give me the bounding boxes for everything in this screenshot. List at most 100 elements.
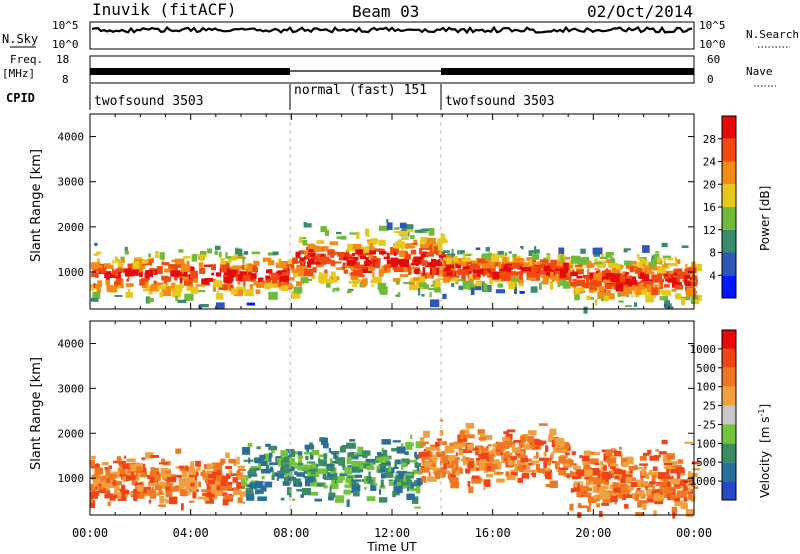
- power-echo-cell: [576, 268, 584, 275]
- velocity-echo-cell: [309, 442, 313, 447]
- velocity-echo-cell: [667, 493, 677, 501]
- velocity-echo-cell: [190, 486, 197, 492]
- velocity-echo-cell: [318, 454, 327, 458]
- velocity-echo-cell: [414, 462, 421, 467]
- power-echo-cell: [633, 268, 637, 273]
- velocity-echo-cell: [195, 460, 201, 467]
- velocity-echo-cell: [208, 472, 212, 478]
- power-echo-cell: [379, 286, 388, 294]
- power-echo-cell: [598, 286, 605, 292]
- power-echo-cell: [153, 280, 157, 287]
- power-echo-cell: [179, 276, 189, 281]
- velocity-echo-cell: [123, 455, 127, 459]
- power-echo-cell: [589, 280, 598, 287]
- velocity-echo-cell: [345, 477, 352, 484]
- velocity-y-tick-label: 2000: [58, 427, 85, 440]
- velocity-echo-cell: [478, 450, 482, 458]
- velocity-echo-cell: [538, 423, 548, 426]
- power-echo-cell: [263, 257, 272, 262]
- velocity-echo-cell: [147, 481, 158, 487]
- velocity-echo-cell: [412, 469, 423, 475]
- velocity-echo-cell: [419, 467, 430, 473]
- velocity-echo-cell: [108, 465, 113, 469]
- velocity-echo-cell: [122, 476, 126, 481]
- velocity-echo-cell: [659, 483, 663, 492]
- velocity-echo-cell: [123, 479, 126, 482]
- power-echo-cell: [431, 245, 435, 252]
- power-echo-cell: [527, 277, 536, 281]
- power-echo-cell: [399, 251, 406, 257]
- power-echo-cell: [482, 273, 490, 276]
- power-echo-cell: [448, 258, 457, 263]
- velocity-echo-cell: [329, 458, 333, 465]
- velocity-echo-cell: [420, 451, 428, 458]
- power-echo-cell: [461, 269, 469, 276]
- power-echo-cell: [111, 273, 119, 278]
- velocity-echo-cell: [292, 477, 297, 481]
- power-echo-cell: [505, 263, 513, 266]
- velocity-echo-cell: [97, 486, 104, 490]
- velocity-echo-cell: [531, 460, 540, 463]
- power-echo-cell: [100, 267, 107, 274]
- velocity-echo-cell: [323, 485, 328, 489]
- power-echo-cell: [552, 275, 561, 281]
- velocity-echo-cell: [94, 467, 104, 475]
- velocity-echo-cell: [536, 451, 539, 458]
- power-echo-cell: [625, 265, 634, 270]
- velocity-echo-cell: [189, 472, 197, 475]
- velocity-echo-cell: [535, 439, 542, 445]
- power-echo-cell: [362, 278, 368, 286]
- velocity-echo-cell: [323, 453, 328, 460]
- power-echo-cell: [350, 275, 359, 280]
- power-echo-cell: [94, 242, 98, 246]
- velocity-echo-cell: [296, 489, 304, 492]
- velocity-echo-cell: [158, 490, 163, 495]
- power-echo-cell: [253, 260, 260, 266]
- power-echo-cell: [200, 304, 209, 308]
- velocity-echo-cell: [281, 459, 284, 468]
- velocity-cbar-unit-exp: -1: [757, 409, 766, 417]
- velocity-echo-cell: [232, 490, 242, 496]
- velocity-echo-cell: [663, 486, 670, 491]
- power-echo-cell: [114, 281, 118, 287]
- power-echo-cell: [505, 266, 511, 273]
- velocity-echo-cell: [478, 437, 487, 440]
- power-echo-cell: [400, 268, 409, 273]
- velocity-echo-cell: [576, 469, 584, 475]
- power-echo-cell: [685, 264, 688, 271]
- velocity-echo-cell: [581, 494, 586, 497]
- power-echo-cell: [681, 298, 686, 306]
- power-echo-cell: [594, 262, 603, 265]
- velocity-colorbar-label: Velocity[m s-1]: [757, 404, 772, 498]
- power-echo-cell: [594, 299, 598, 306]
- velocity-echo-cell: [318, 459, 327, 467]
- power-echo-cell: [320, 280, 326, 284]
- power-echo-cell: [480, 283, 486, 286]
- velocity-echo-cell: [598, 496, 601, 499]
- velocity-echo-cell: [380, 466, 386, 473]
- velocity-echo-cell: [642, 452, 649, 456]
- power-echo-cell: [379, 251, 387, 255]
- velocity-echo-cell: [432, 457, 437, 464]
- velocity-echo-cell: [503, 431, 510, 435]
- velocity-echo-cell: [307, 471, 311, 477]
- velocity-echo-cell: [453, 444, 464, 449]
- power-echo-cell: [668, 263, 678, 267]
- power-echo-cell: [495, 254, 506, 258]
- velocity-echo-cell: [450, 481, 460, 489]
- velocity-echo-cell: [502, 436, 510, 441]
- power-echo-cell: [574, 294, 580, 301]
- power-echo-cell: [471, 260, 477, 267]
- power-echo-cell: [117, 263, 123, 272]
- velocity-echo-cell: [511, 444, 516, 451]
- power-echo-cell: [557, 280, 561, 287]
- power-echo-cell: [419, 244, 430, 248]
- power-echo-cell: [440, 255, 448, 259]
- power-echo-cell: [453, 258, 464, 267]
- nave-label: Nave: [746, 65, 773, 78]
- velocity-echo-cell: [175, 466, 182, 469]
- power-echo-cell: [418, 248, 422, 255]
- velocity-echo-cell: [421, 441, 429, 444]
- velocity-echo-cell: [106, 487, 110, 493]
